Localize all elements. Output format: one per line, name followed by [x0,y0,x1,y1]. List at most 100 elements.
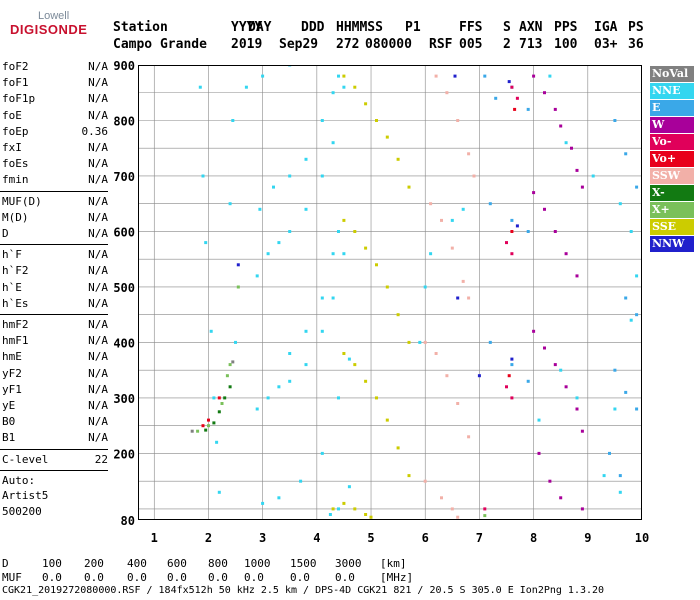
data-point [337,74,340,78]
data-point [385,418,389,422]
panel-divider [0,314,108,315]
muf-table-cell: 400 [127,557,147,570]
data-point [364,379,368,383]
parameter-value: N/A [88,248,108,262]
parameter-label: foEp [2,124,29,138]
parameter-row: hmF1 N/A [2,334,108,348]
header-value: 100 [554,37,578,52]
ionogram-plot [138,65,642,521]
data-point [543,207,546,211]
parameter-value: N/A [88,108,108,122]
data-point [629,318,633,322]
parameter-row: foEs N/A [2,157,108,171]
data-point [513,107,517,111]
data-point [618,202,622,206]
data-point [385,285,389,289]
header-value: RSF [429,37,453,52]
muf-table-cell: 0.0 [335,571,355,584]
data-point [288,352,292,355]
data-point [236,263,240,267]
parameter-row: B0 N/A [2,415,108,429]
legend-item-noval: NoVal [650,66,694,82]
header-value: 272 [336,37,360,52]
parameter-row: D N/A [2,227,108,241]
data-point [418,340,422,344]
data-point [483,514,487,518]
header-label: AXN [519,20,543,35]
legend-item-w: W [650,117,694,133]
lowell-digisonde-logo: Lowell DIGISONDE [6,10,87,42]
data-point [337,396,340,400]
parameter-value: N/A [88,157,108,171]
muf-table-cell: 0.0 [167,571,187,584]
data-point [236,285,240,289]
header-label: P1 [405,20,421,35]
data-point [510,230,514,233]
data-point [483,507,487,511]
data-point [331,141,335,145]
x-tick-label: 3 [259,531,266,545]
parameter-label: yF2 [2,366,22,380]
data-point [223,396,227,400]
data-point [624,390,628,394]
muf-table-cell: 0.0 [84,571,104,584]
parameter-row: foF2 N/A [2,60,108,74]
data-point [537,418,541,422]
data-point [217,490,221,494]
data-point [613,368,617,372]
data-point [369,515,373,519]
data-point [266,396,270,400]
data-point [602,474,606,478]
data-point [364,246,368,250]
series-vo [201,107,517,428]
data-point [337,230,340,233]
header-value: 080000 [365,37,412,52]
parameter-row: h`F2 N/A [2,264,108,278]
data-point [342,352,346,355]
x-tick-label: 6 [422,531,429,545]
data-point [204,428,208,432]
data-point [580,429,584,433]
data-point [255,274,259,278]
autoscale-text: Artist5 [2,489,49,503]
series-sse [331,74,411,519]
data-point [515,224,519,228]
data-point [532,191,536,195]
data-point [299,479,303,483]
data-point [320,119,324,122]
parameter-row: h`E N/A [2,281,108,295]
legend-item-e: E [650,100,694,116]
data-point [510,218,514,222]
parameter-row: M(D) N/A [2,211,108,225]
parameter-label: MUF(D) [2,194,42,208]
data-point [255,407,259,411]
data-point [580,507,584,511]
data-point [331,252,335,256]
data-point [342,218,346,222]
data-point [575,274,579,278]
data-point [304,329,308,333]
y-tick-label: 300 [113,392,135,406]
data-point [337,507,340,511]
parameter-label: hmF1 [2,334,29,348]
data-point [396,313,400,317]
parameter-label: hmF2 [2,318,29,331]
parameter-value: N/A [88,382,108,396]
data-point [212,421,216,425]
data-point [328,513,332,516]
data-point [423,340,427,344]
parameter-value: N/A [88,264,108,278]
muf-table-cell: [km] [380,557,407,570]
y-tick-label: 900 [113,60,135,73]
data-point [461,279,465,283]
parameter-label: B0 [2,415,16,429]
data-point [201,424,205,428]
parameter-value: N/A [88,60,108,73]
x-tick-label: 1 [151,531,158,545]
data-point [331,507,335,511]
legend-item-nnw: NNW [650,236,694,252]
data-point [477,374,481,378]
parameter-value: N/A [88,318,108,331]
data-point [320,329,324,333]
data-point [288,174,292,178]
